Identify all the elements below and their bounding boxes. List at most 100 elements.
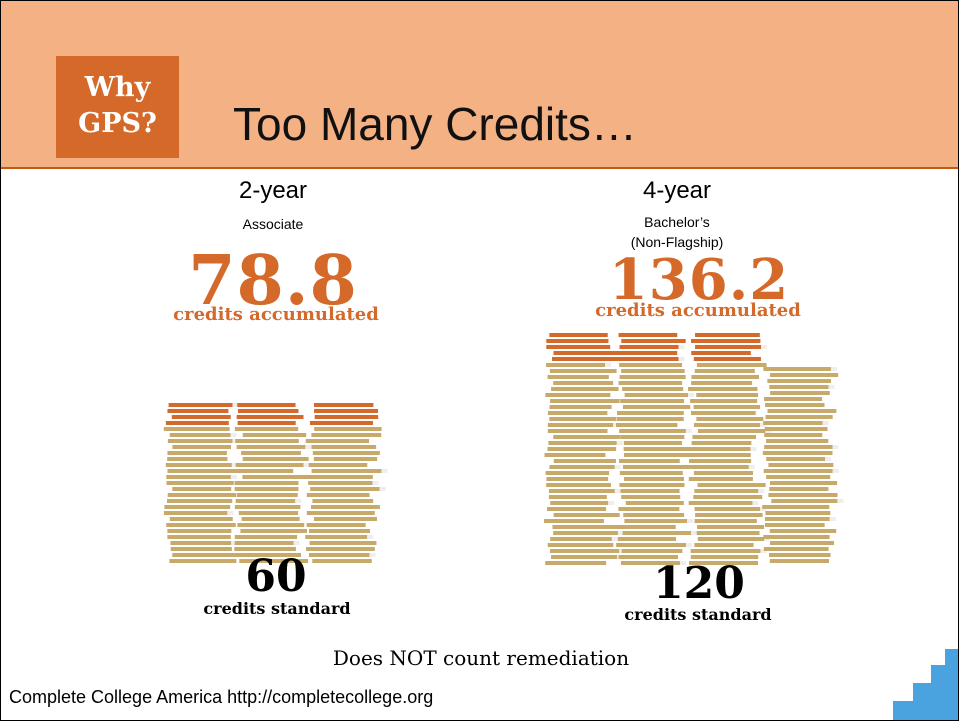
accumulated-caption: credits accumulated <box>595 300 801 321</box>
page-edge <box>367 535 374 539</box>
book <box>546 477 609 481</box>
book <box>305 535 368 539</box>
book <box>690 399 758 403</box>
book <box>769 559 829 563</box>
book <box>547 543 614 547</box>
book <box>167 499 233 503</box>
book <box>622 531 691 535</box>
book <box>236 493 298 497</box>
book <box>693 423 761 427</box>
book <box>620 489 680 493</box>
book <box>166 481 234 485</box>
book <box>697 525 765 529</box>
accumulated-number: 136.2 <box>608 247 790 313</box>
book <box>165 463 232 467</box>
book <box>766 439 829 443</box>
book <box>314 415 379 419</box>
page-edge <box>829 517 836 521</box>
book <box>306 493 370 497</box>
book <box>696 417 764 421</box>
book <box>616 423 678 427</box>
book <box>545 393 611 397</box>
book <box>546 363 606 367</box>
book <box>691 351 751 355</box>
badge-line: Why <box>84 72 151 103</box>
book <box>170 547 232 551</box>
page-edge <box>303 463 310 467</box>
page-edge <box>678 357 685 361</box>
book <box>695 333 760 337</box>
page-edge <box>295 499 302 503</box>
book <box>553 513 620 517</box>
book <box>552 357 622 361</box>
page-edge <box>608 501 615 505</box>
book <box>313 403 374 407</box>
book <box>312 559 372 563</box>
book <box>623 477 685 481</box>
book <box>619 375 686 379</box>
book <box>763 535 830 539</box>
book <box>621 339 686 343</box>
page-edge <box>828 385 835 389</box>
book <box>166 475 231 479</box>
page-edge <box>372 481 379 485</box>
book <box>242 457 309 461</box>
book <box>167 409 229 413</box>
book <box>697 429 766 433</box>
book <box>234 469 294 473</box>
book <box>164 505 231 509</box>
page-edge <box>369 553 376 557</box>
column-sublabel: Bachelor’s <box>644 214 710 230</box>
book <box>623 441 683 445</box>
book <box>623 453 694 457</box>
page-edge <box>617 531 624 535</box>
book <box>546 345 611 349</box>
book <box>167 535 231 539</box>
page-edge <box>832 445 839 449</box>
book <box>549 369 617 373</box>
book <box>553 459 616 463</box>
book <box>694 369 755 373</box>
book <box>619 483 685 487</box>
book <box>169 559 237 563</box>
book <box>768 463 834 467</box>
book <box>616 525 676 529</box>
page-edge <box>758 489 765 493</box>
book <box>693 357 761 361</box>
book <box>169 433 231 437</box>
title: Too Many Credits… <box>233 98 637 150</box>
book <box>767 379 832 383</box>
book <box>242 475 311 479</box>
book <box>620 435 685 439</box>
book <box>163 511 228 515</box>
book <box>235 463 304 467</box>
book <box>549 405 612 409</box>
page-edge <box>614 465 621 469</box>
book <box>549 333 608 337</box>
page-edge <box>379 487 386 491</box>
standard-caption: credits standard <box>624 605 772 624</box>
book <box>171 415 231 419</box>
book <box>688 501 753 505</box>
book <box>553 351 623 355</box>
book <box>165 421 229 425</box>
book <box>235 439 299 443</box>
book <box>623 447 691 451</box>
book <box>694 543 754 547</box>
page-edge <box>230 433 237 437</box>
book <box>310 487 380 491</box>
book <box>170 541 232 545</box>
book <box>172 553 242 557</box>
book <box>167 451 227 455</box>
book <box>548 489 615 493</box>
book <box>618 555 678 559</box>
book <box>549 549 620 553</box>
book <box>311 433 382 437</box>
book <box>769 487 829 491</box>
book <box>167 529 232 533</box>
book <box>623 513 685 517</box>
page-edge <box>605 363 612 367</box>
book <box>763 547 829 551</box>
page-edge <box>748 465 755 469</box>
page-edge <box>761 345 768 349</box>
